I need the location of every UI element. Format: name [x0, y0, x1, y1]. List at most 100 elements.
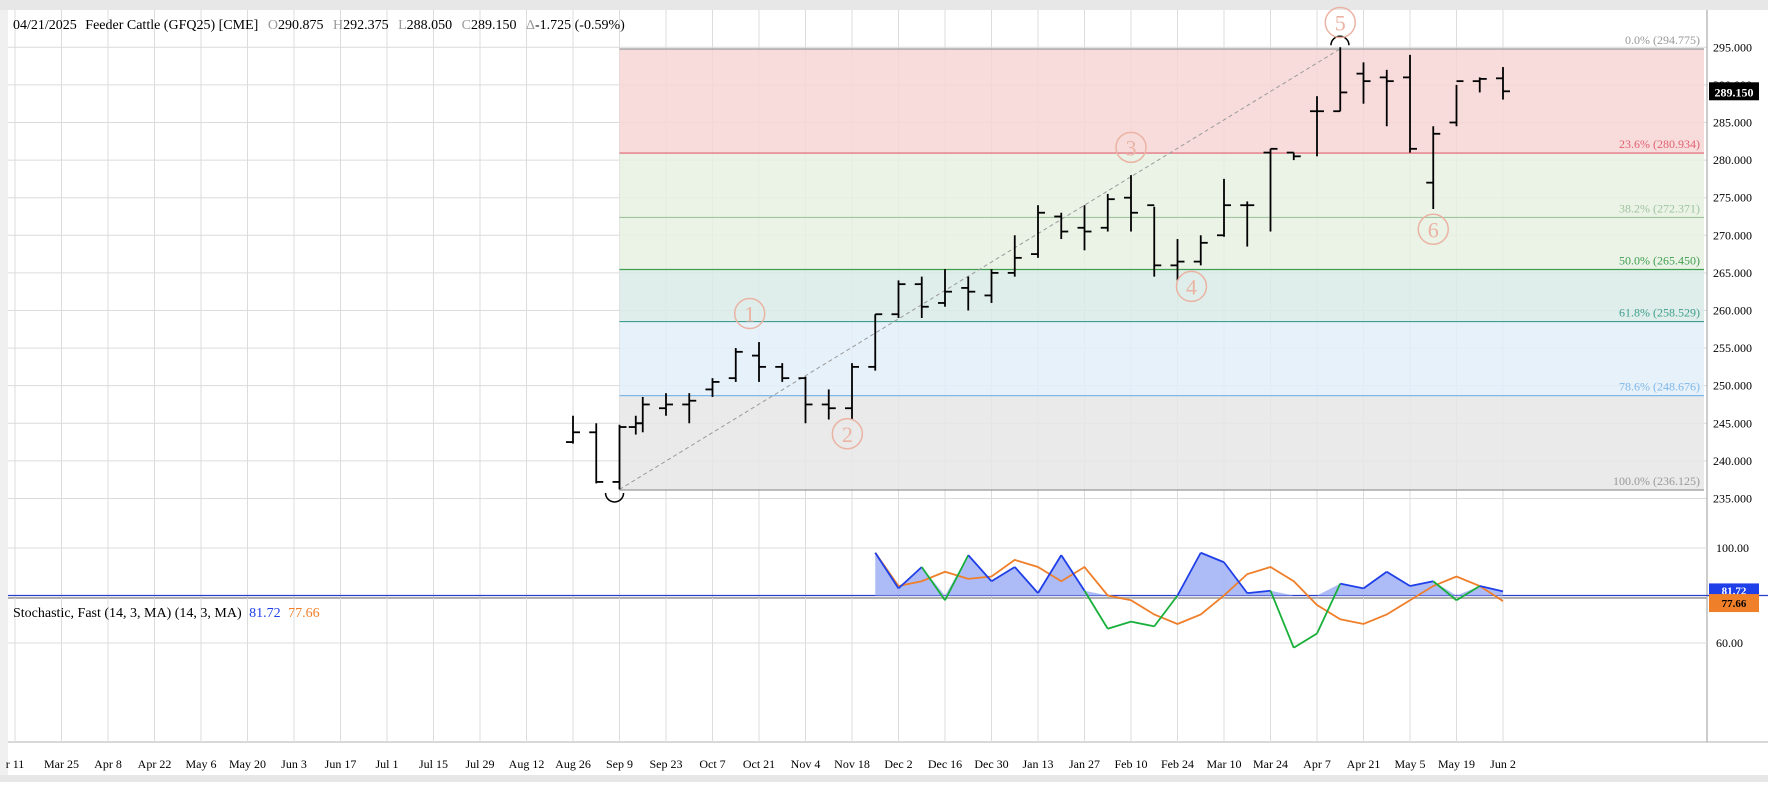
time-tick-label: Apr 22 [138, 757, 172, 771]
stochastic-k-segment [921, 566, 946, 601]
ohlc-bar [1147, 204, 1162, 277]
fib-level-label: 38.2% (272.371) [1619, 201, 1700, 215]
price-tick-label: 275.000 [1713, 191, 1752, 205]
ohlc-bar [938, 269, 952, 307]
header-high-value: 292.375 [343, 18, 389, 33]
fib-level-label: 78.6% (248.676) [1619, 380, 1700, 394]
wave-label-circle [1175, 270, 1208, 303]
ohlc-bar [1426, 126, 1441, 209]
ohlc-bar [1472, 77, 1487, 93]
ohlc-bar [891, 280, 906, 318]
wave-label-number: 2 [842, 422, 853, 447]
price-tick-label: 280.000 [1713, 153, 1752, 167]
wave-label-number: 1 [744, 301, 755, 326]
time-tick-label: Jun 3 [281, 757, 307, 771]
wave-label-circle [733, 297, 766, 330]
ohlc-bar [961, 276, 976, 311]
stochastic-d-tag-box [1709, 594, 1759, 613]
wave-label: 5 [1324, 6, 1356, 39]
stochastic-k-segment [991, 566, 1016, 583]
stochastic-d-value: 77.66 [288, 606, 320, 621]
wave-label-circle [1417, 213, 1449, 246]
fib-zone [619, 153, 1704, 270]
ohlc-bar [1170, 239, 1185, 281]
ohlc-bar [682, 393, 697, 424]
time-tick-label: Mar 24 [1253, 757, 1288, 771]
ohlc-bar [1286, 151, 1301, 161]
stochastic-tick-label: 100.00 [1716, 541, 1749, 555]
wave-label-number: 5 [1335, 10, 1346, 35]
wave-label-circle [1115, 131, 1147, 164]
time-tick-label: Aug 12 [509, 757, 545, 771]
ohlc-bar [705, 378, 720, 397]
ohlc-bar [914, 276, 929, 318]
ohlc-bar [845, 363, 859, 420]
header-change-key: Δ [526, 18, 535, 33]
time-tick-label: Jul 29 [465, 757, 494, 771]
price-tick-label: 295.000 [1713, 40, 1752, 54]
time-tick-label: Aug 26 [555, 757, 591, 771]
header-high-key: H [333, 18, 343, 33]
high-pivot-arc [1330, 35, 1350, 46]
time-tick-label: Jul 1 [375, 757, 398, 771]
stochastic-k-segment [1200, 551, 1225, 564]
wave-label: 1 [733, 297, 766, 330]
wave-label: 4 [1175, 270, 1208, 303]
ohlc-bar [984, 269, 999, 303]
fib-zones [619, 49, 1704, 490]
price-tick-label: 250.000 [1713, 379, 1752, 393]
ohlc-bar [1356, 62, 1371, 104]
fib-level-label: 100.0% (236.125) [1613, 474, 1700, 488]
ohlc-bar [1124, 175, 1138, 232]
ohlc-bar [635, 396, 650, 433]
ohlc-bar [1379, 69, 1394, 127]
time-tick-label: Mar 10 [1207, 757, 1242, 771]
header-low-value: 288.050 [407, 18, 453, 33]
ohlc-bar [798, 376, 813, 424]
stochastic-k-segment [1153, 594, 1179, 627]
stochastic-k-segment [1362, 571, 1388, 590]
last-price-text: 289.150 [1715, 85, 1754, 99]
time-tick-label: Jan 27 [1069, 757, 1100, 771]
header-low-key: L [398, 18, 407, 33]
time-tick-label: Jul 15 [419, 757, 448, 771]
fib-level-label: 0.0% (294.775) [1625, 33, 1700, 47]
ohlc-bar [752, 342, 766, 382]
stochastic-k-segment [1176, 552, 1202, 596]
wave-label-number: 6 [1428, 217, 1439, 242]
ohlc-bar [1496, 67, 1510, 100]
time-tick-label: Sep 23 [650, 757, 683, 771]
time-tick-label: Jun 2 [1490, 757, 1516, 771]
stochastic-k-segment [967, 554, 993, 582]
time-tick-label: Dec 16 [928, 757, 962, 771]
stochastic-tick-label: 60.00 [1716, 636, 1743, 650]
ohlc-bar [589, 423, 604, 484]
header-date: 04/21/2025 [13, 18, 77, 33]
fib-lines [619, 48, 1704, 491]
stochastic-k-tag-box [1709, 583, 1759, 598]
ohlc-bar [1193, 235, 1208, 266]
wave-labels: 1 2 3 4 5 6 [733, 6, 1449, 450]
wave-label: 3 [1115, 131, 1147, 164]
ohlc-bar [1403, 54, 1417, 153]
stochastic-k-segment [1107, 620, 1132, 630]
ohlc-bar [1240, 201, 1255, 247]
time-tick-label: May 5 [1395, 757, 1426, 771]
stochastic-k-segment [1432, 580, 1458, 601]
wave-label-circle [831, 418, 864, 450]
ohlc-bar [868, 313, 883, 371]
header-open-value: 290.875 [278, 18, 324, 33]
price-tick-label: 245.000 [1713, 416, 1752, 430]
time-tick-label: Jun 17 [325, 757, 357, 771]
stochastic-lines [874, 551, 1504, 649]
wave-label-number: 3 [1126, 135, 1137, 160]
stochastic-header: Stochastic, Fast (14, 3, MA) (14, 3, MA)… [13, 606, 320, 621]
price-tick-label: 270.000 [1713, 228, 1752, 242]
time-tick-label: Feb 24 [1161, 757, 1194, 771]
ohlc-bar [1031, 205, 1045, 258]
header-close-key: C [462, 18, 471, 33]
stochastic-k-segment [1130, 620, 1155, 628]
left-edge-bar [0, 10, 8, 782]
